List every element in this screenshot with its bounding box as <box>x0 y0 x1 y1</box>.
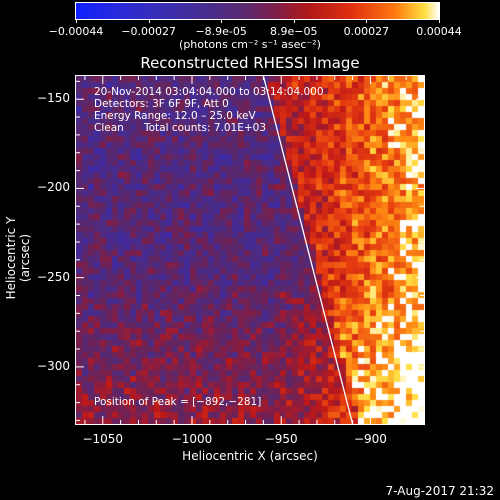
chart-title: Reconstructed RHESSI Image <box>140 54 360 72</box>
colorbar-tick-label: −0.00044 <box>48 25 104 38</box>
x-tick-label: −1050 <box>82 432 124 446</box>
colorbar-tick <box>76 19 77 23</box>
y-tick-label: −200 <box>37 180 70 195</box>
annotation-detectors: Detectors: 3F 6F 9F, Att 0 <box>94 98 229 110</box>
limb-line <box>262 76 354 424</box>
colorbar-tick-label: 0.00044 <box>416 25 462 38</box>
colorbar-tick-label: 8.9e−05 <box>270 25 318 38</box>
colorbar-tick-label: −8.9e-05 <box>195 25 247 38</box>
datestamp: 7-Aug-2017 21:32 <box>385 484 494 498</box>
y-axis-label: Heliocentric Y (arcsec) <box>4 216 32 300</box>
colorbar-tick <box>439 19 440 23</box>
colorbar-tick-label: −0.00027 <box>121 25 176 38</box>
annotation-time: 20-Nov-2014 03:04:04.000 to 03:14:04.000 <box>94 86 324 98</box>
colorbar-tick <box>148 19 150 23</box>
y-tick-label: −300 <box>37 358 70 373</box>
plot-ticks <box>76 76 424 424</box>
x-tick-label: −950 <box>264 432 298 446</box>
plot-overlay <box>76 76 424 424</box>
x-tick-label: −1000 <box>171 432 213 446</box>
heatmap-image <box>76 76 424 424</box>
annotation-peak: Position of Peak = [−892,−281] <box>94 396 262 408</box>
annotation-counts: Total counts: 7.01E+03 <box>144 122 267 134</box>
colorbar-tick <box>293 19 295 23</box>
plot-area: 20-Nov-2014 03:04:04.000 to 03:14:04.000… <box>75 75 425 425</box>
colorbar-tick <box>221 19 223 23</box>
y-tick-label: −150 <box>37 91 70 106</box>
annotation-energy: Energy Range: 12.0 – 25.0 keV <box>94 110 256 122</box>
x-tick-label: −900 <box>353 432 387 446</box>
y-tick-label: −250 <box>37 269 70 284</box>
annotation-clean: Clean <box>94 122 124 134</box>
colorbar <box>75 2 440 20</box>
colorbar-tick <box>366 19 368 23</box>
colorbar-tick-label: 0.00027 <box>343 25 390 38</box>
x-axis-label: Heliocentric X (arcsec) <box>182 449 318 463</box>
colorbar-unit: (photons cm⁻² s⁻¹ asec⁻²) <box>179 38 321 51</box>
